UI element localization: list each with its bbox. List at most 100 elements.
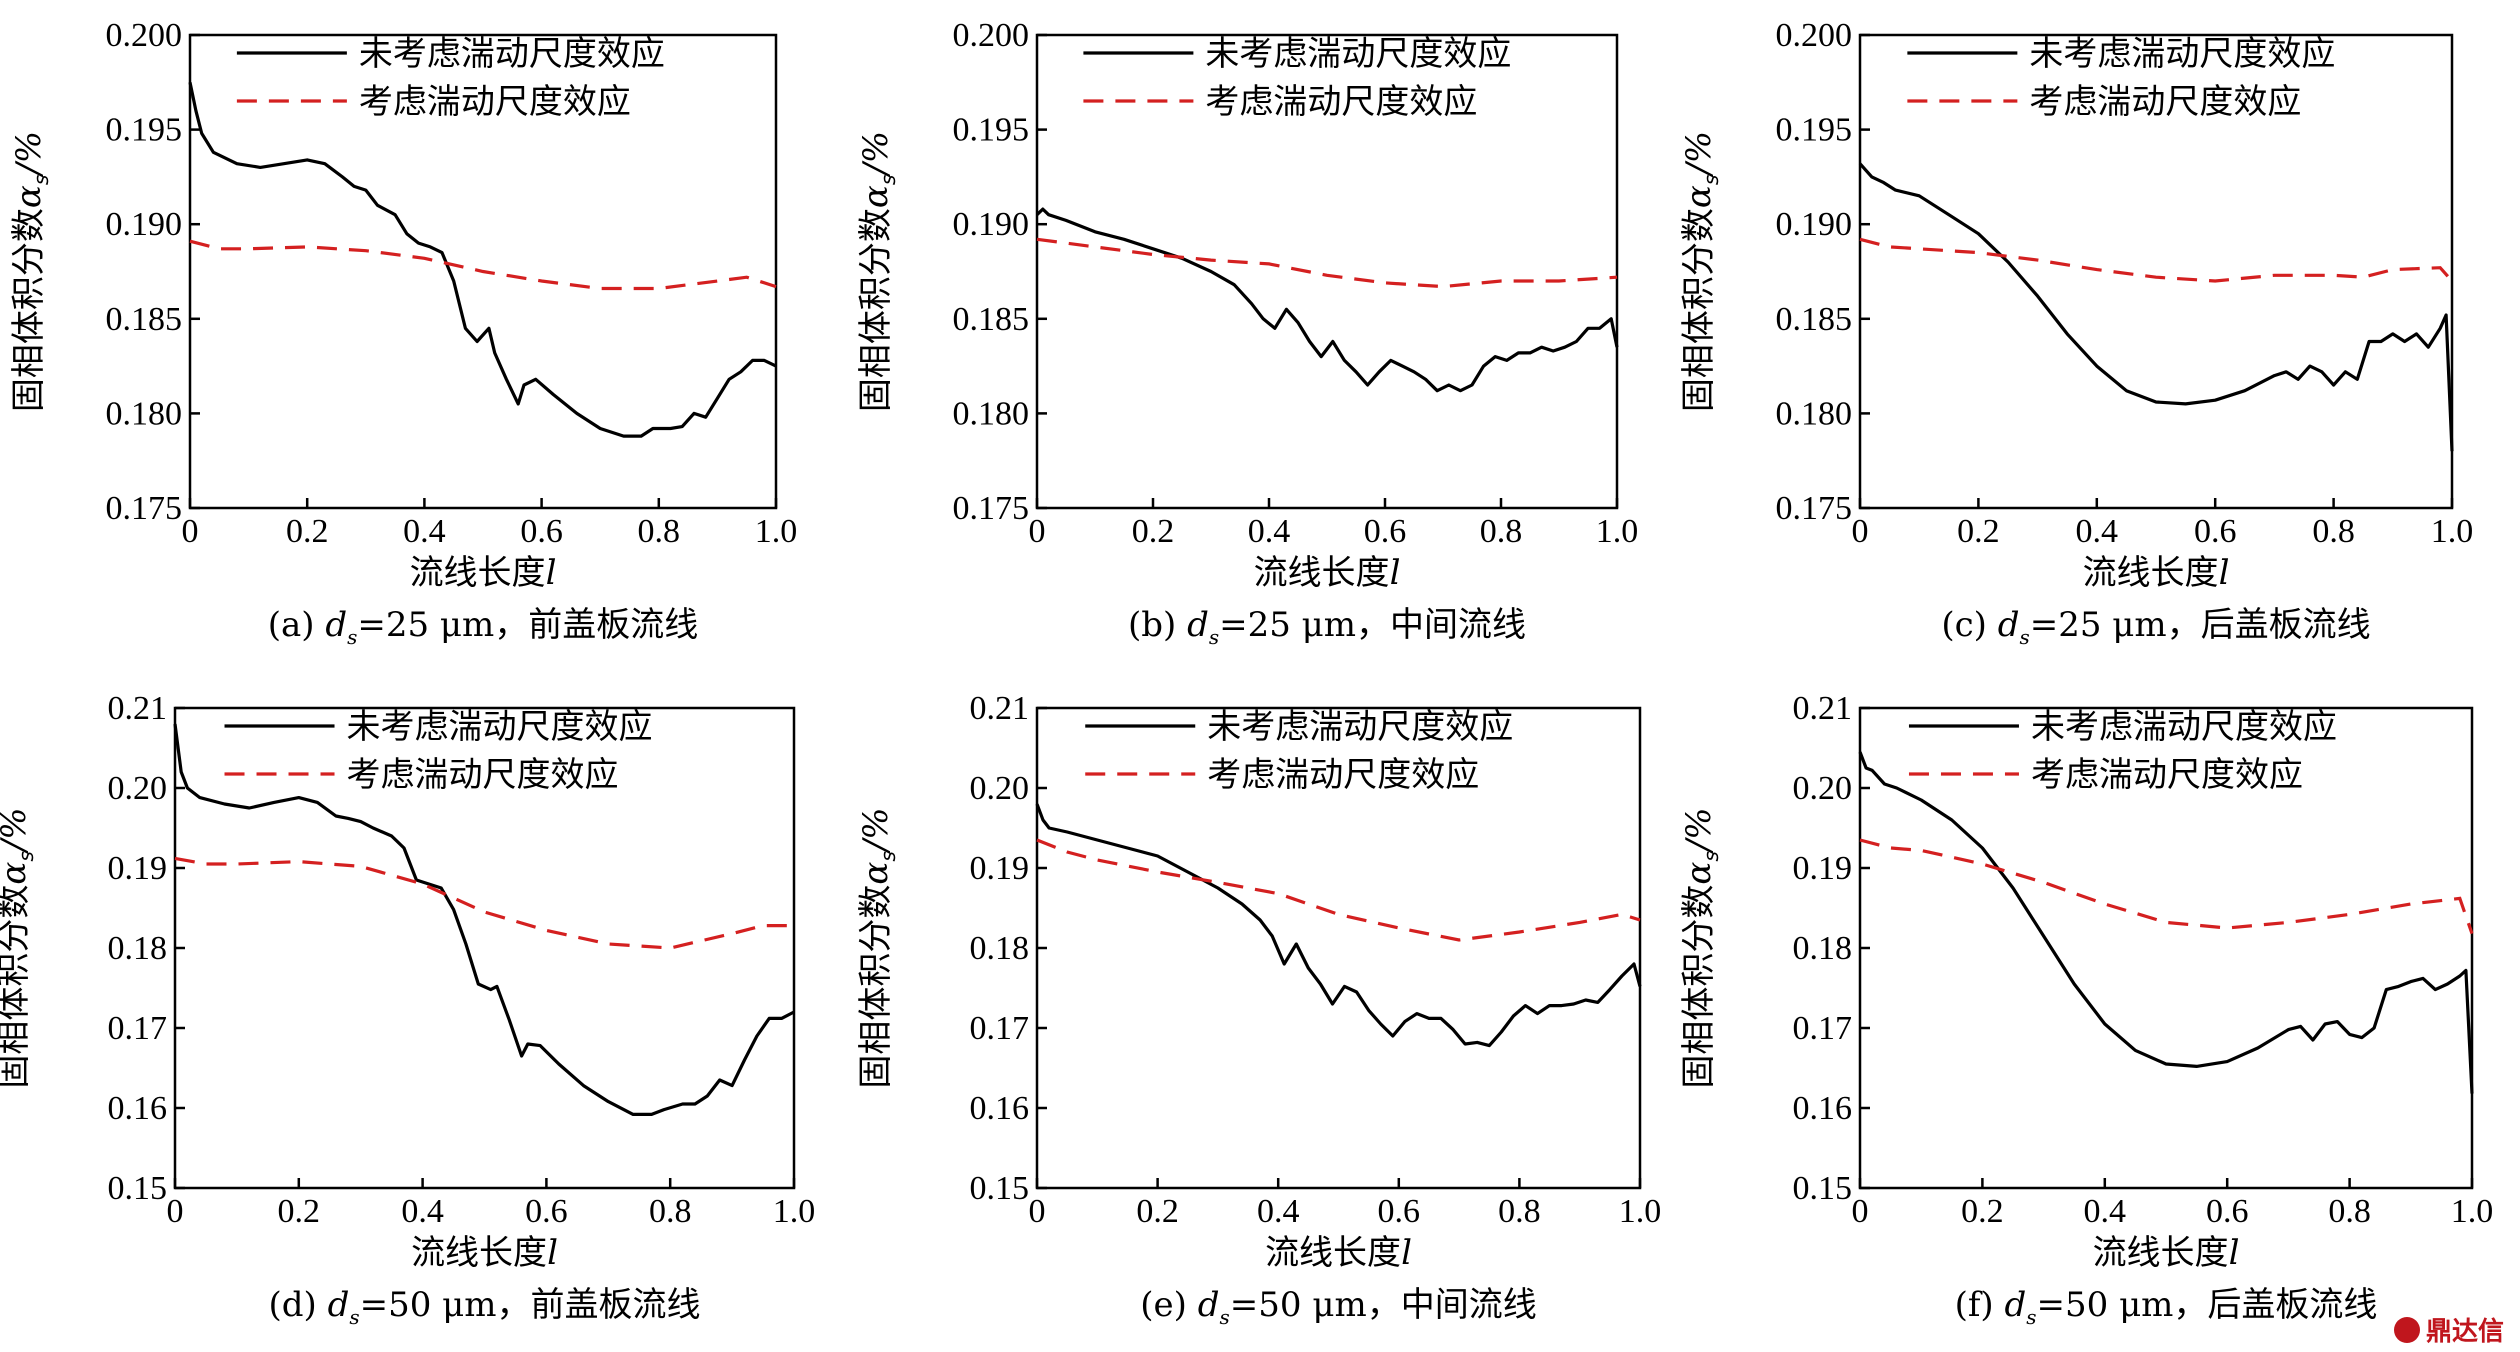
- x-tick-label: 1.0: [2431, 513, 2474, 550]
- plot-frame-a: [188, 33, 778, 510]
- y-tick-label: 0.200: [106, 17, 183, 54]
- x-tick-label: 0.6: [2206, 1193, 2249, 1230]
- series-line-c-with-scale-effect: [1859, 237, 2454, 283]
- x-axis-label-text: 流线长度: [411, 1233, 547, 1273]
- x-axis-label-var: l: [1401, 1233, 1412, 1273]
- legend-label-d-0: 未考虑湍动尺度效应: [347, 707, 653, 747]
- y-tick-label: 0.15: [108, 1170, 168, 1207]
- caption-subscript: s: [1209, 625, 1219, 649]
- x-axis-label-text: 流线长度: [1265, 1233, 1401, 1273]
- y-tick-label: 0.16: [108, 1090, 168, 1127]
- panel-caption-c: (c) ds=25 μm，后盖板流线: [1941, 605, 2370, 649]
- y-tick-label: 0.185: [1776, 301, 1853, 338]
- y-tick-label: 0.20: [1793, 770, 1853, 807]
- x-axis-label-var: l: [1390, 553, 1401, 593]
- x-tick-label: 0.2: [1132, 513, 1175, 550]
- chart-panel-f: 0 0.2 0.4 0.6 0.8 1.0 0.15 0.16 0.17 0.18 0.19 0.20…: [1679, 690, 2493, 1329]
- y-tick-label: 0.190: [1776, 206, 1853, 243]
- x-tick-label: 0.6: [525, 1193, 568, 1230]
- series-line-e-without-scale-effect: [1035, 803, 1642, 1048]
- y-axis-label-text: 固相体积分数: [856, 208, 896, 412]
- series-line-b-with-scale-effect: [1036, 237, 1618, 289]
- y-tick-label: 0.18: [970, 930, 1030, 967]
- x-tick-label: 0.6: [2194, 513, 2237, 550]
- y-axis-label-unit: /%: [9, 131, 49, 178]
- y-axis-label-sub: s: [1699, 175, 1723, 185]
- y-axis-label-sub: s: [876, 851, 900, 861]
- x-tick-label: 0.6: [1378, 1193, 1421, 1230]
- legend-label-f-1: 考虑湍动尺度效应: [2031, 755, 2303, 795]
- y-tick-label: 0.19: [970, 850, 1030, 887]
- x-tick-label: 0.4: [401, 1193, 444, 1230]
- y-tick-label: 0.200: [953, 17, 1030, 54]
- chart-panel-d: 0 0.2 0.4 0.6 0.8 1.0 0.15 0.16 0.17 0.18 0.19 0.20…: [0, 690, 815, 1329]
- plot-frame-c: [1858, 33, 2454, 510]
- y-axis-label-d: 固相体积分数αs/%: [0, 807, 38, 1088]
- x-axis-label-text: 流线长度: [2093, 1233, 2229, 1273]
- legend-label-f-0: 未考虑湍动尺度效应: [2031, 707, 2337, 747]
- y-tick-label: 0.20: [970, 770, 1030, 807]
- chart-panel-e: 0 0.2 0.4 0.6 0.8 1.0 0.15 0.16 0.17 0.18 0.19 0.20…: [856, 690, 1661, 1329]
- x-axis-label-e: 流线长度l: [1265, 1233, 1412, 1273]
- legend-label-e-0: 未考虑湍动尺度效应: [1207, 707, 1513, 747]
- y-tick-label: 0.185: [953, 301, 1030, 338]
- series-line-a-with-scale-effect: [189, 239, 777, 291]
- y-tick-label: 0.180: [106, 395, 183, 432]
- x-tick-label: 0: [1029, 1193, 1046, 1230]
- x-axis-label-text: 流线长度: [2083, 553, 2219, 593]
- y-axis-label-b: 固相体积分数αs/%: [856, 131, 900, 412]
- chart-panel-b: 0 0.2 0.4 0.6 0.8 1.0 0.175 0.180 0.185 0.190 0.19…: [856, 17, 1638, 649]
- caption-prefix: (d): [268, 1285, 327, 1325]
- panel-caption-e: (e) ds=50 μm，中间流线: [1140, 1285, 1536, 1329]
- x-axis-label-d: 流线长度l: [411, 1233, 558, 1273]
- y-tick-label: 0.20: [108, 770, 168, 807]
- x-tick-label: 0.8: [649, 1193, 692, 1230]
- y-axis-label-unit: /%: [1679, 807, 1719, 854]
- caption-rest: =50 μm，前盖板流线: [360, 1285, 701, 1325]
- x-axis-label-text: 流线长度: [1254, 553, 1390, 593]
- x-tick-label: 0.2: [1957, 513, 2000, 550]
- x-tick-label: 1.0: [755, 513, 798, 550]
- y-tick-label: 0.17: [1793, 1010, 1853, 1047]
- x-tick-label: 0.4: [1257, 1193, 1300, 1230]
- y-axis-label-text: 固相体积分数: [9, 208, 49, 412]
- series-line-a-without-scale-effect: [188, 81, 777, 438]
- caption-prefix: (f): [1955, 1285, 2005, 1325]
- x-axis-label-text: 流线长度: [410, 553, 546, 593]
- x-axis-label-c: 流线长度l: [2083, 553, 2230, 593]
- y-tick-label: 0.195: [1776, 112, 1853, 149]
- y-tick-label: 0.21: [1793, 690, 1853, 727]
- legend-label-d-1: 考虑湍动尺度效应: [347, 755, 619, 795]
- y-tick-label: 0.17: [970, 1010, 1030, 1047]
- caption-symbol: d: [325, 605, 347, 645]
- panel-caption-b: (b) ds=25 μm，中间流线: [1128, 605, 1526, 649]
- x-axis-label-var: l: [2219, 553, 2230, 593]
- y-axis-label-text: 固相体积分数: [1679, 885, 1719, 1089]
- x-tick-label: 0.4: [403, 513, 446, 550]
- x-axis-label-b: 流线长度l: [1254, 553, 1401, 593]
- series-line-c-without-scale-effect: [1858, 162, 2454, 452]
- y-tick-label: 0.185: [106, 301, 183, 338]
- legend-label-c-1: 考虑湍动尺度效应: [2029, 82, 2301, 122]
- x-tick-label: 0.2: [286, 513, 329, 550]
- caption-prefix: (b): [1128, 605, 1187, 645]
- watermark-logo-icon: [2394, 1317, 2420, 1343]
- y-tick-label: 0.175: [1776, 490, 1853, 527]
- legend-label-b-1: 考虑湍动尺度效应: [1205, 82, 1477, 122]
- legend-label-a-0: 未考虑湍动尺度效应: [359, 34, 665, 74]
- y-axis-label-text: 固相体积分数: [0, 885, 34, 1089]
- caption-rest: =25 μm，前盖板流线: [357, 605, 698, 645]
- watermark-text: 鼎达信: [2426, 1317, 2504, 1347]
- panels: 0 0.2 0.4 0.6 0.8 1.00.1750.1800.1850.1900.19…: [0, 17, 2493, 1329]
- y-tick-label: 0.17: [108, 1010, 168, 1047]
- watermark: 鼎达信: [2394, 1317, 2504, 1347]
- series-line-d-with-scale-effect: [174, 856, 794, 950]
- caption-subscript: s: [349, 1305, 359, 1329]
- caption-symbol: d: [2004, 1285, 2026, 1325]
- x-tick-label: 0.6: [1364, 513, 1407, 550]
- caption-rest: =50 μm，后盖板流线: [2037, 1285, 2378, 1325]
- x-tick-label: 0: [1029, 513, 1046, 550]
- caption-subscript: s: [2026, 1305, 2036, 1329]
- y-axis-label-e: 固相体积分数αs/%: [856, 807, 900, 1088]
